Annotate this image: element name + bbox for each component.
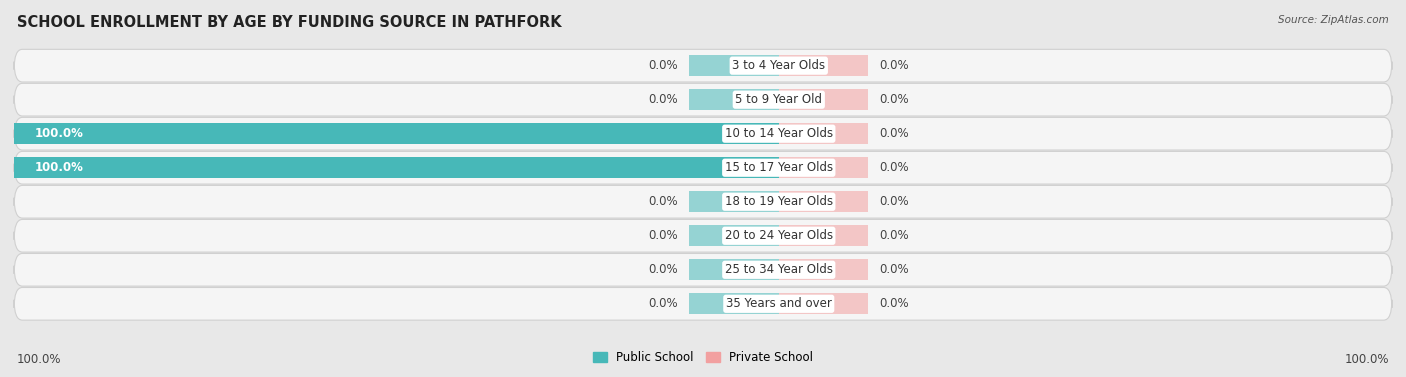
Text: 0.0%: 0.0% xyxy=(648,59,678,72)
Text: 0.0%: 0.0% xyxy=(879,93,910,106)
Bar xyxy=(14,157,779,178)
Text: Source: ZipAtlas.com: Source: ZipAtlas.com xyxy=(1278,15,1389,25)
Text: 5 to 9 Year Old: 5 to 9 Year Old xyxy=(735,93,823,106)
Text: 100.0%: 100.0% xyxy=(17,353,62,366)
FancyBboxPatch shape xyxy=(14,117,1392,150)
Text: 10 to 14 Year Olds: 10 to 14 Year Olds xyxy=(724,127,832,140)
Bar xyxy=(779,259,869,280)
Text: 0.0%: 0.0% xyxy=(648,263,678,276)
Text: 20 to 24 Year Olds: 20 to 24 Year Olds xyxy=(724,229,832,242)
Bar xyxy=(779,191,869,212)
Text: 0.0%: 0.0% xyxy=(879,229,910,242)
Text: 0.0%: 0.0% xyxy=(648,93,678,106)
Text: 0.0%: 0.0% xyxy=(879,59,910,72)
Text: 25 to 34 Year Olds: 25 to 34 Year Olds xyxy=(724,263,832,276)
Text: 35 Years and over: 35 Years and over xyxy=(725,297,832,310)
FancyBboxPatch shape xyxy=(14,152,1392,184)
Bar xyxy=(779,89,869,110)
FancyBboxPatch shape xyxy=(14,219,1392,252)
Text: 3 to 4 Year Olds: 3 to 4 Year Olds xyxy=(733,59,825,72)
Bar xyxy=(14,123,779,144)
Bar xyxy=(779,157,869,178)
Text: 0.0%: 0.0% xyxy=(648,297,678,310)
Text: SCHOOL ENROLLMENT BY AGE BY FUNDING SOURCE IN PATHFORK: SCHOOL ENROLLMENT BY AGE BY FUNDING SOUR… xyxy=(17,15,561,30)
Bar xyxy=(779,293,869,314)
Text: 15 to 17 Year Olds: 15 to 17 Year Olds xyxy=(724,161,832,174)
Text: 0.0%: 0.0% xyxy=(879,195,910,208)
Bar xyxy=(779,225,869,246)
Bar xyxy=(689,293,779,314)
Text: 0.0%: 0.0% xyxy=(879,263,910,276)
FancyBboxPatch shape xyxy=(14,288,1392,320)
Legend: Public School, Private School: Public School, Private School xyxy=(588,346,818,369)
Text: 100.0%: 100.0% xyxy=(35,161,83,174)
FancyBboxPatch shape xyxy=(14,185,1392,218)
Text: 0.0%: 0.0% xyxy=(879,297,910,310)
Bar xyxy=(689,191,779,212)
Text: 0.0%: 0.0% xyxy=(879,127,910,140)
Text: 18 to 19 Year Olds: 18 to 19 Year Olds xyxy=(724,195,832,208)
Text: 0.0%: 0.0% xyxy=(648,195,678,208)
Bar xyxy=(689,55,779,76)
Bar xyxy=(779,55,869,76)
Bar xyxy=(779,123,869,144)
Text: 0.0%: 0.0% xyxy=(648,229,678,242)
Bar xyxy=(689,259,779,280)
Bar xyxy=(689,225,779,246)
Bar xyxy=(689,89,779,110)
Text: 100.0%: 100.0% xyxy=(1344,353,1389,366)
FancyBboxPatch shape xyxy=(14,49,1392,82)
Text: 100.0%: 100.0% xyxy=(35,127,83,140)
FancyBboxPatch shape xyxy=(14,253,1392,286)
Text: 0.0%: 0.0% xyxy=(879,161,910,174)
FancyBboxPatch shape xyxy=(14,83,1392,116)
